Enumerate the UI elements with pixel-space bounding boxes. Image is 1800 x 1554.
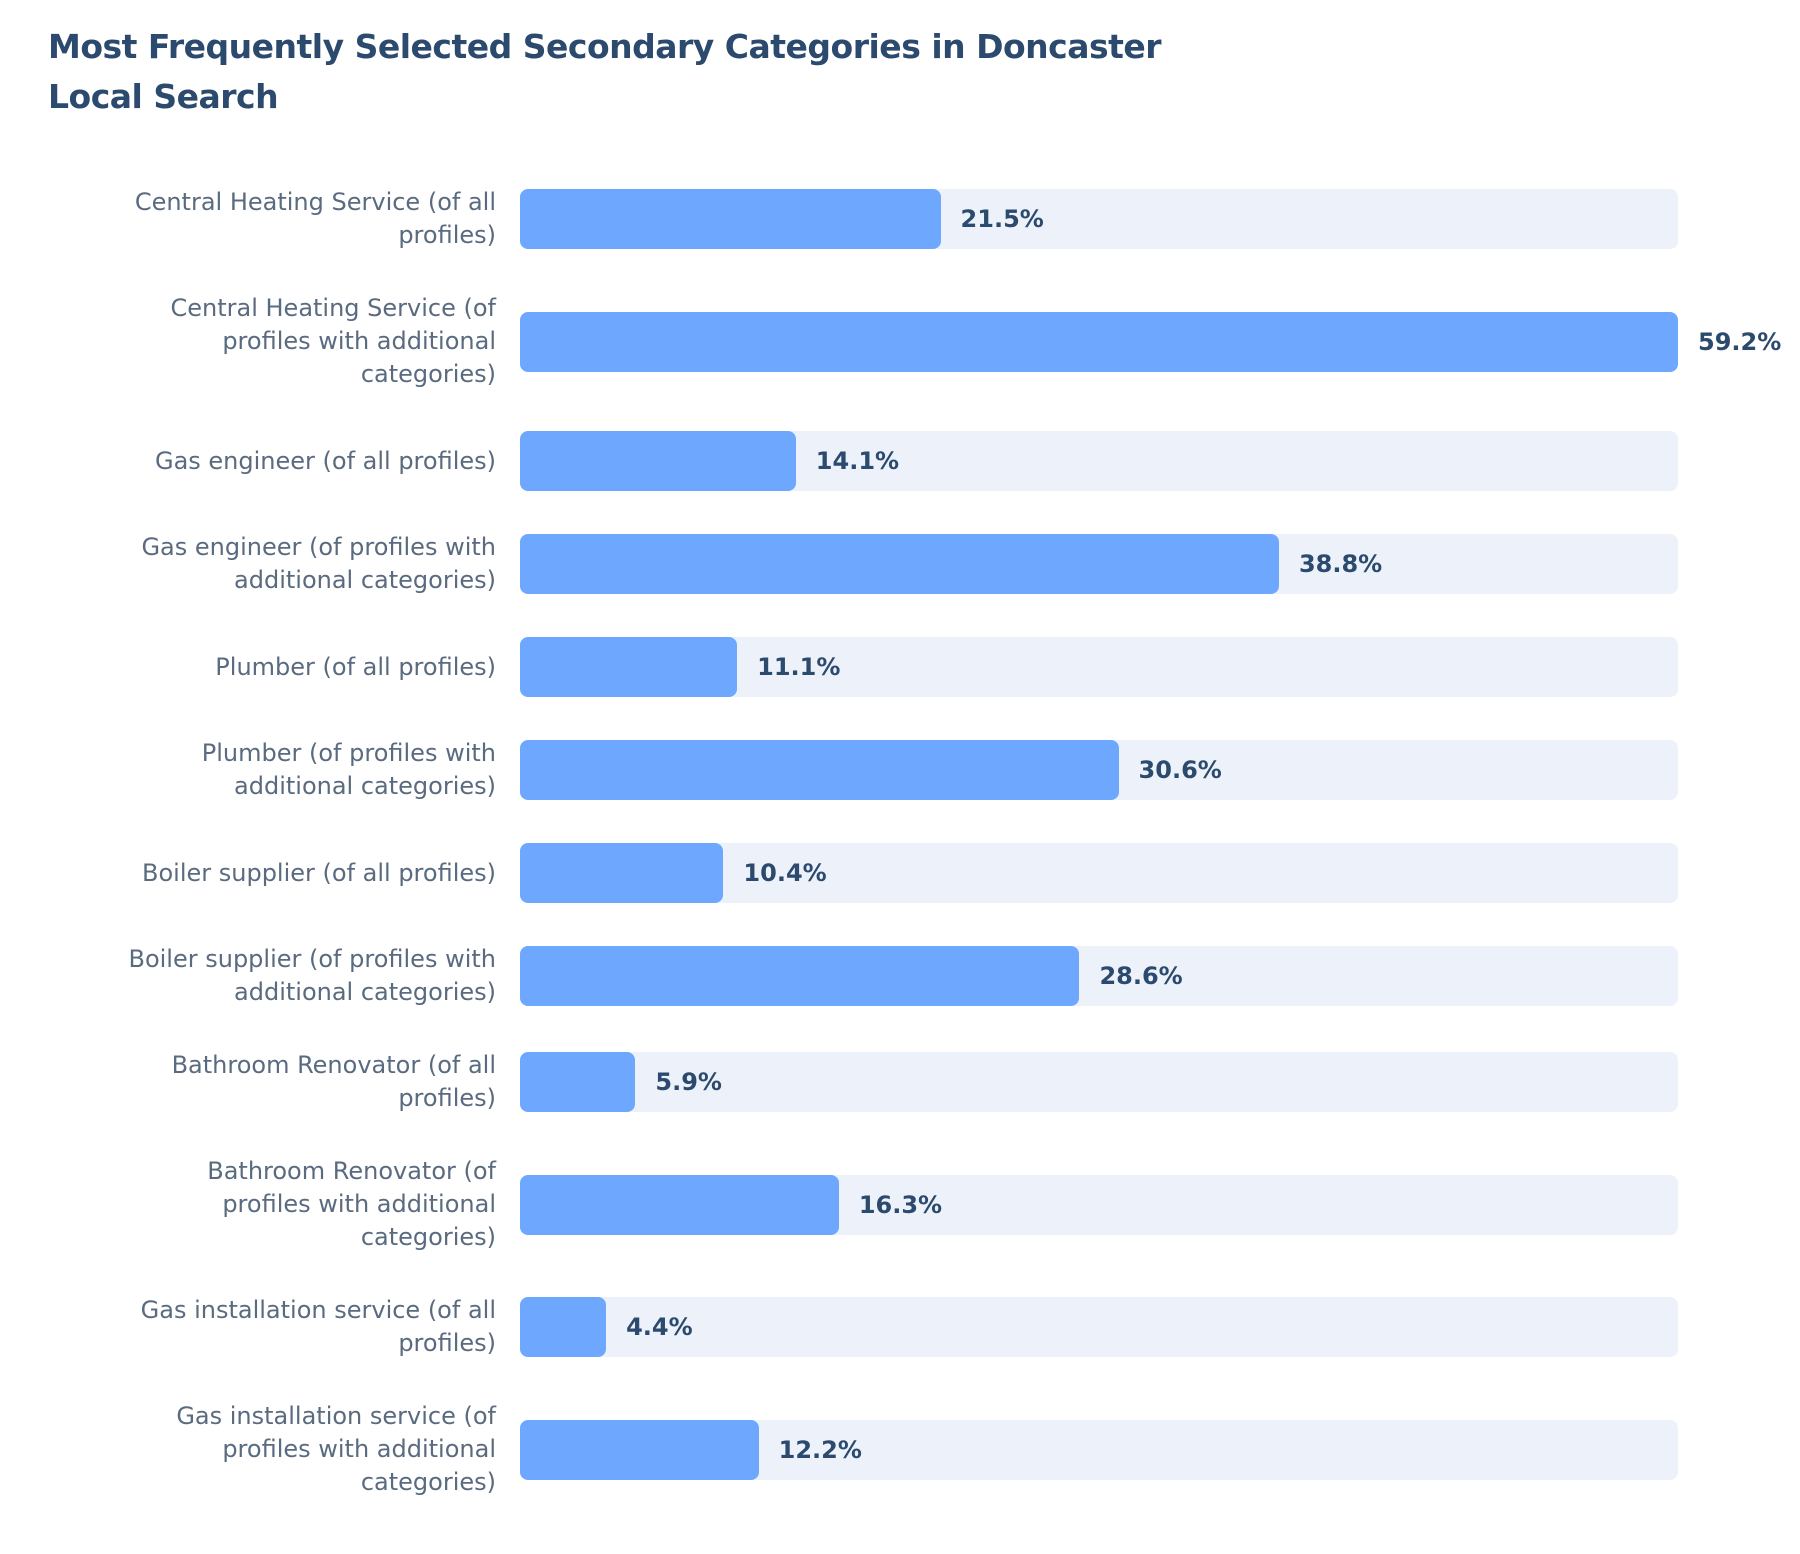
bar-row: Gas installation service (of profiles wi…	[0, 1380, 1800, 1519]
category-label: Bathroom Renovator (of profiles with add…	[207, 1157, 496, 1251]
bar	[520, 534, 1279, 594]
bar-track: 30.6%	[520, 740, 1678, 800]
bar-track: 11.1%	[520, 637, 1678, 697]
bar	[520, 946, 1080, 1006]
value-label: 11.1%	[757, 653, 841, 681]
bar	[520, 740, 1119, 800]
bar	[520, 1174, 839, 1235]
value-label: 38.8%	[1298, 550, 1383, 578]
category-label: Boiler supplier (of profiles with additi…	[128, 945, 496, 1006]
bar-track: 16.3%	[520, 1174, 1678, 1235]
bar-track: 4.4%	[520, 1297, 1678, 1357]
bar-track: 12.2%	[520, 1419, 1678, 1480]
value-label: 16.3%	[858, 1190, 943, 1219]
bar-row: Central Heating Service (of all profiles…	[0, 166, 1800, 272]
value-label: 21.5%	[960, 205, 1044, 233]
category-label: Central Heating Service (of all profiles…	[134, 188, 496, 249]
category-label: Gas engineer (of all profiles)	[154, 446, 496, 475]
chart-title: Most Frequently Selected Secondary Categ…	[48, 27, 1162, 116]
bar-row: Boiler supplier (of profiles with additi…	[0, 923, 1800, 1029]
bar-track: 14.1%	[520, 431, 1678, 491]
bar-row: Central Heating Service (of profiles wit…	[0, 272, 1800, 411]
category-label: Gas installation service (of profiles wi…	[176, 1402, 496, 1496]
bar	[520, 431, 796, 491]
bar	[520, 189, 941, 249]
bar-row: Boiler supplier (of all profiles) 10.4%	[0, 823, 1800, 923]
bar-row: Gas engineer (of all profiles) 14.1%	[0, 411, 1800, 511]
value-label: 12.2%	[778, 1435, 862, 1464]
value-label: 10.4%	[743, 859, 827, 887]
bar	[520, 1419, 759, 1480]
value-label: 59.2%	[1698, 327, 1782, 356]
bar-row: Gas engineer (of profiles with additiona…	[0, 511, 1800, 617]
bar-row: Gas installation service (of all profile…	[0, 1274, 1800, 1380]
bar-track: 21.5%	[520, 189, 1678, 249]
bar	[520, 311, 1678, 372]
category-label: Bathroom Renovator (of all profiles)	[171, 1051, 496, 1112]
bar	[520, 843, 724, 903]
bar	[520, 1297, 607, 1357]
bar-row: Plumber (of all profiles) 11.1%	[0, 617, 1800, 717]
bar-track: 5.9%	[520, 1052, 1678, 1112]
bar-row: Bathroom Renovator (of all profiles) 5.9%	[0, 1029, 1800, 1135]
category-label: Boiler supplier (of all profiles)	[142, 858, 496, 887]
category-label: Plumber (of all profiles)	[215, 652, 496, 681]
bar-track: 28.6%	[520, 946, 1678, 1006]
bar-track: 38.8%	[520, 534, 1678, 594]
bar	[520, 637, 738, 697]
bar-row: Bathroom Renovator (of profiles with add…	[0, 1135, 1800, 1274]
bar-track: 10.4%	[520, 843, 1678, 903]
chart: Central Heating Service (of all profiles…	[0, 166, 1800, 1519]
value-label: 14.1%	[815, 447, 900, 475]
bar-track: 59.2%	[520, 311, 1781, 372]
value-label: 28.6%	[1099, 962, 1183, 990]
value-label: 5.9%	[655, 1068, 722, 1096]
bar-row: Plumber (of profiles with additional cat…	[0, 717, 1800, 823]
category-label: Plumber (of profiles with additional cat…	[201, 739, 496, 800]
value-label: 4.4%	[626, 1313, 693, 1341]
bar	[520, 1052, 636, 1112]
category-label: Gas installation service (of all profile…	[140, 1296, 496, 1357]
category-label: Central Heating Service (of profiles wit…	[170, 294, 496, 388]
category-label: Gas engineer (of profiles with additiona…	[141, 533, 496, 594]
value-label: 30.6%	[1138, 756, 1222, 784]
